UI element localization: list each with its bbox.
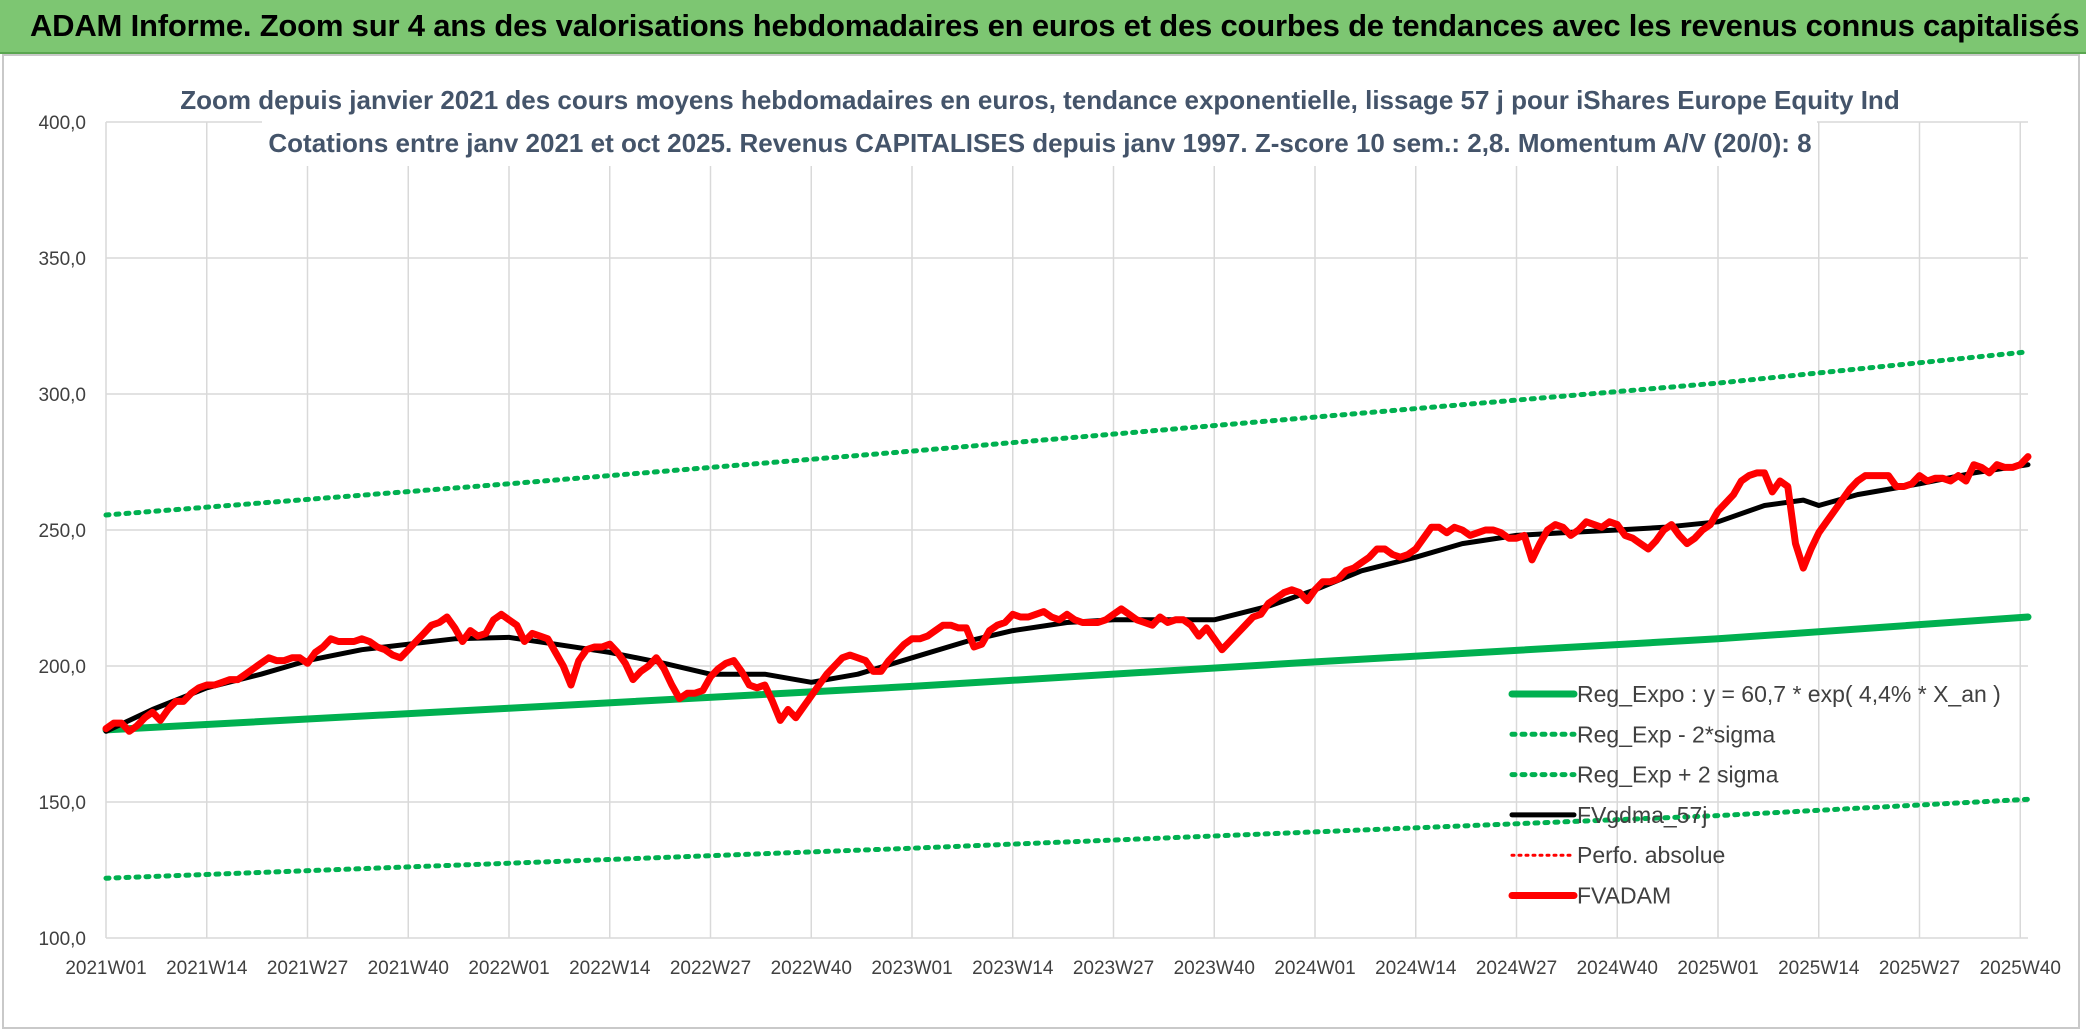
x-tick-label: 2025W27	[1879, 958, 1960, 979]
y-tick-label: 200,0	[38, 657, 86, 678]
x-tick-label: 2024W27	[1476, 958, 1557, 979]
y-tick-label: 300,0	[38, 385, 86, 406]
legend-label: FVADAM	[1577, 883, 1671, 909]
x-tick-label: 2021W01	[65, 958, 146, 979]
legend-label: Perfo. absolue	[1577, 842, 1725, 868]
legend-label: Reg_Expo : y = 60,7 * exp( 4,4% * X_an )	[1577, 681, 2001, 707]
x-tick-label: 2021W14	[166, 958, 248, 979]
chart-title-group: Zoom depuis janvier 2021 des cours moyen…	[180, 78, 1900, 166]
chart-title-line1: Zoom depuis janvier 2021 des cours moyen…	[180, 85, 1899, 115]
x-tick-label: 2025W40	[1980, 958, 2061, 979]
x-tick-label: 2023W40	[1174, 958, 1255, 979]
x-tick-label: 2024W01	[1274, 958, 1355, 979]
x-tick-label: 2024W14	[1375, 958, 1457, 979]
y-tick-label: 150,0	[38, 793, 86, 814]
x-axis: 2021W01 2021W14 2021W27 2021W40 2022W01 2022W…	[65, 958, 2061, 979]
legend-label: Reg_Exp - 2*sigma	[1577, 721, 1775, 747]
series-layer	[102, 349, 2032, 881]
y-tick-label: 400,0	[38, 113, 86, 134]
y-axis: 100,0 150,0 200,0 250,0 300,0 350,0 400,0	[38, 113, 86, 950]
chart-title-background	[262, 78, 1817, 166]
x-tick-label: 2022W14	[569, 958, 651, 979]
x-tick-label: 2022W27	[670, 958, 751, 979]
x-tick-label: 2022W01	[468, 958, 549, 979]
chart-title-line2: Cotations entre janv 2021 et oct 2025. R…	[268, 128, 1811, 158]
x-tick-label: 2021W27	[267, 958, 348, 979]
x-tick-label: 2025W01	[1677, 958, 1758, 979]
report-title: ADAM Informe. Zoom sur 4 ans des valoris…	[30, 8, 2080, 43]
x-tick-label: 2022W40	[771, 958, 852, 979]
series-line-0	[102, 613, 2032, 734]
legend: Reg_Expo : y = 60,7 * exp( 4,4% * X_an )…	[1508, 681, 2001, 909]
legend-label: FVgdma_57j	[1577, 802, 1707, 828]
x-tick-label: 2024W40	[1577, 958, 1658, 979]
series-line-1	[103, 796, 2031, 881]
report-banner: ADAM Informe. Zoom sur 4 ans des valoris…	[0, 0, 2086, 54]
x-tick-label: 2023W01	[871, 958, 952, 979]
x-tick-label: 2021W40	[368, 958, 449, 979]
series-line-2	[103, 349, 2031, 518]
x-tick-label: 2025W14	[1778, 958, 1860, 979]
x-tick-label: 2023W14	[972, 958, 1054, 979]
chart-frame	[2, 54, 2080, 1029]
y-tick-label: 250,0	[38, 521, 86, 542]
y-tick-label: 350,0	[38, 249, 86, 270]
y-tick-label: 100,0	[38, 929, 86, 950]
series-line-5	[102, 453, 2032, 735]
x-tick-label: 2023W27	[1073, 958, 1154, 979]
legend-label: Reg_Exp + 2 sigma	[1577, 762, 1779, 788]
